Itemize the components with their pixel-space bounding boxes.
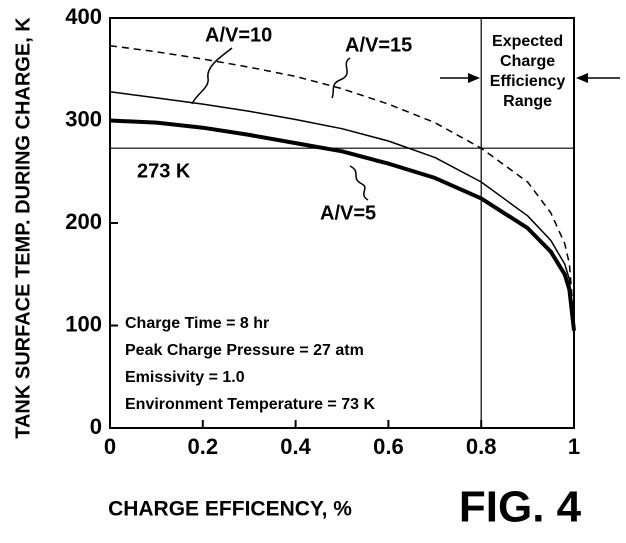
series-line (109, 91, 575, 326)
series-label: A/V=15 (345, 34, 412, 56)
y-tick-label: 300 (65, 106, 102, 131)
condition: Peak Charge Pressure = 27 atm (125, 342, 364, 359)
x-tick-label: 0 (104, 434, 116, 459)
condition: Charge Time = 8 hr (125, 315, 269, 332)
condition: Environment Temperature = 73 K (125, 396, 375, 413)
y-tick-label: 100 (65, 311, 102, 336)
reference-label: 273 K (137, 160, 191, 182)
series-label: A/V=10 (205, 24, 272, 46)
series-line (109, 118, 576, 331)
y-tick-label: 0 (90, 414, 102, 439)
x-tick-label: 0.6 (373, 434, 404, 459)
leader (331, 57, 351, 99)
range-label: Expected (492, 33, 563, 50)
arrow-head (576, 73, 588, 83)
y-axis-label: TANK SURFACE TEMP. DURING CHARGE, K (12, 17, 34, 439)
arrow-head (468, 73, 480, 83)
x-tick-label: 0.4 (280, 434, 311, 459)
leader (191, 47, 233, 105)
y-tick-label: 400 (65, 4, 102, 29)
x-axis-label: CHARGE EFFICENCY, % (108, 498, 352, 521)
range-label: Efficiency (490, 73, 566, 90)
leader (349, 165, 369, 201)
series-line (109, 44, 575, 321)
x-tick-label: 1 (568, 434, 580, 459)
x-tick-label: 0.2 (188, 434, 219, 459)
x-tick-label: 0.8 (466, 434, 497, 459)
series-label: A/V=5 (320, 202, 376, 224)
condition: Emissivity = 1.0 (125, 369, 245, 386)
range-label: Charge (500, 53, 555, 70)
y-tick-label: 200 (65, 209, 102, 234)
range-label: Range (503, 93, 552, 110)
figure-label: FIG. 4 (459, 483, 582, 532)
